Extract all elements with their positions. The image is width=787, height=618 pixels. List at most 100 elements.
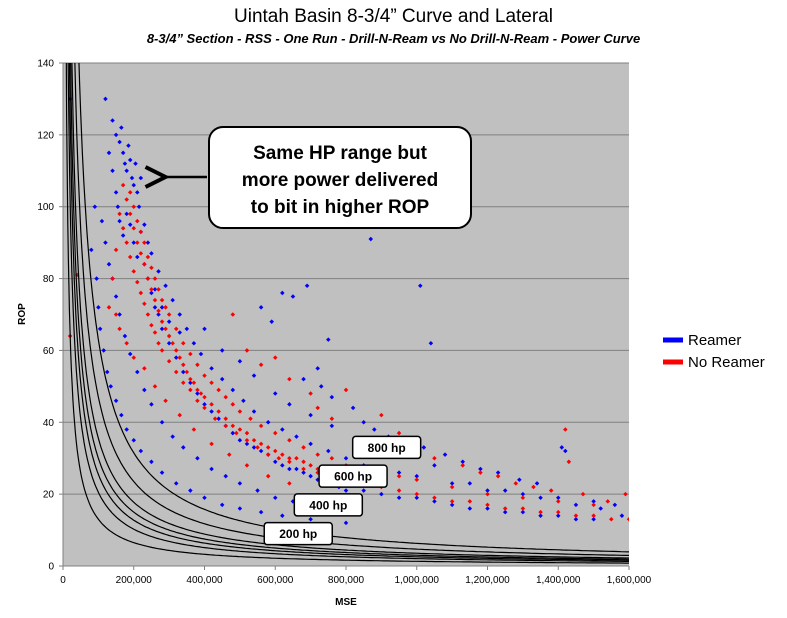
point-no-reamer [623,491,628,497]
y-tick-label: 120 [37,130,54,141]
point-reamer [131,437,137,443]
point-no-reamer [485,491,490,497]
point-no-reamer [301,459,306,465]
point-reamer [290,294,296,299]
point-reamer [124,168,129,174]
point-reamer [304,283,310,289]
point-reamer [202,326,207,332]
point-reamer [113,132,119,138]
point-no-reamer [531,484,536,490]
point-reamer [301,376,306,382]
point-reamer [555,495,561,500]
point-no-reamer [566,459,572,465]
point-reamer [318,384,324,389]
point-no-reamer [202,373,207,378]
point-reamer [280,427,285,432]
point-reamer [591,517,596,522]
point-reamer [329,394,335,400]
point-no-reamer [605,499,611,504]
point-no-reamer [230,312,236,317]
annotation-line-1: Same HP range but [253,143,428,164]
point-reamer [122,333,128,339]
x-tick-label: 1,200,000 [465,575,510,586]
point-reamer [117,139,122,145]
point-no-reamer [188,376,193,382]
x-tick-label: 600,000 [257,575,294,586]
point-reamer [237,506,243,511]
point-no-reamer [502,506,508,511]
point-no-reamer [177,355,183,360]
point-reamer [467,506,473,511]
point-no-reamer [555,499,561,504]
point-no-reamer [113,247,119,253]
point-reamer [170,297,175,303]
point-no-reamer [177,412,183,418]
point-no-reamer [396,430,402,436]
point-no-reamer [272,448,278,454]
point-no-reamer [580,491,586,497]
point-reamer [122,161,128,166]
point-no-reamer [315,405,320,411]
point-no-reamer [301,466,306,472]
point-no-reamer [287,481,292,486]
y-tick-label: 20 [43,490,55,501]
point-reamer [202,495,207,500]
point-no-reamer [343,387,349,393]
point-reamer [538,495,543,500]
point-no-reamer [414,491,420,497]
point-no-reamer [142,261,147,267]
point-no-reamer [272,355,278,360]
point-reamer [272,495,278,500]
point-reamer [591,499,596,504]
point-no-reamer [131,355,137,360]
point-reamer [559,445,565,450]
point-reamer [308,412,313,418]
point-no-reamer [258,441,264,447]
point-reamer [166,319,172,324]
point-reamer [485,488,490,493]
point-reamer [414,495,420,500]
point-reamer [421,445,427,450]
point-no-reamer [287,437,292,443]
power-curve [70,63,629,560]
point-no-reamer [513,481,519,486]
chart-title: Uintah Basin 8-3/4” Curve and Lateral [234,6,553,27]
point-no-reamer [135,279,140,285]
point-no-reamer [287,376,292,382]
point-no-reamer [166,333,172,339]
point-reamer [237,437,243,443]
point-reamer [159,420,165,425]
point-reamer [502,509,508,515]
axis-ticks: 0 20 40 60 80 100 120 140 0 200,000 400,000 600,000… [37,59,651,587]
hp-label-box [293,493,364,517]
point-reamer [110,168,115,174]
point-reamer [195,455,200,461]
point-reamer [219,376,225,382]
point-no-reamer [212,416,218,421]
x-axis-title: MSE [335,597,357,608]
point-reamer [135,369,140,375]
point-reamer [432,499,437,504]
point-reamer [120,233,126,238]
point-reamer [113,190,119,195]
point-reamer [152,305,158,310]
point-reamer [343,488,349,493]
point-reamer [563,448,568,454]
point-no-reamer [166,358,172,364]
hp-label: 400 hp [309,498,347,512]
point-no-reamer [152,276,158,281]
point-reamer [177,330,183,335]
legend-label-no-reamer: No Reamer [688,354,765,371]
x-tick-label: 400,000 [186,575,223,586]
point-no-reamer [449,484,455,490]
point-reamer [219,502,225,508]
point-reamer [119,125,124,130]
point-reamer [237,358,243,364]
point-reamer [517,477,522,483]
hp-label-box [351,435,422,460]
point-no-reamer [149,323,154,328]
power-curve [71,63,629,559]
point-no-reamer [152,297,158,303]
point-reamer [350,405,356,411]
point-no-reamer [195,387,200,393]
